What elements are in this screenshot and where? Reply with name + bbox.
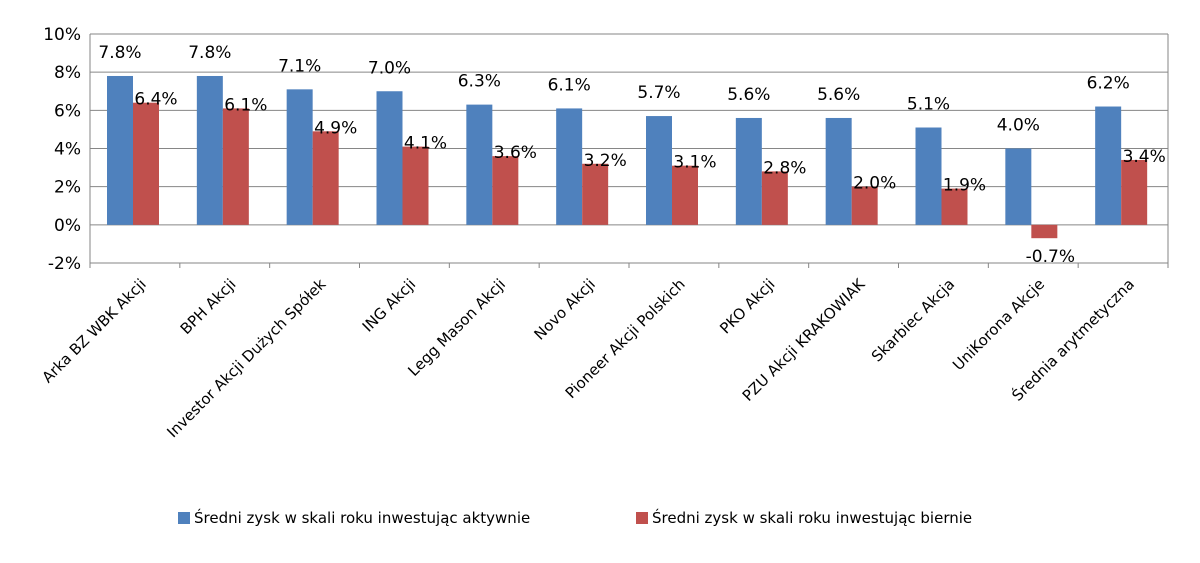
data-label-series1-7: 5.6% — [727, 85, 770, 105]
bar-series2-10 — [1031, 224, 1058, 239]
data-label-series2-3: 4.1% — [404, 134, 447, 154]
bar-series1-5 — [556, 108, 583, 225]
y-tick-label: -2% — [48, 254, 81, 274]
x-category-label: BPH Akcji — [177, 275, 240, 338]
bar-series2-4 — [492, 156, 519, 225]
bar-series1-2 — [286, 89, 313, 225]
x-category-label: Legg Mason Akcji — [404, 275, 509, 380]
legend: Średni zysk w skali roku inwestując akty… — [178, 508, 972, 527]
bar-series1-7 — [735, 117, 762, 225]
bar-series2-0 — [133, 102, 159, 225]
y-tick-label: 8% — [54, 63, 81, 83]
data-label-series2-1: 6.1% — [224, 95, 267, 115]
x-category-label: Novo Akcji — [530, 275, 598, 343]
bar-series1-11 — [1095, 106, 1122, 225]
data-label-series2-4: 3.6% — [494, 143, 537, 163]
data-label-series2-2: 4.9% — [314, 118, 357, 138]
data-label-series2-7: 2.8% — [763, 158, 806, 178]
bar-series1-6 — [646, 116, 672, 225]
x-category-label: Arka BZ WBK Akcji — [38, 275, 149, 386]
y-tick-label: 2% — [54, 178, 81, 198]
bar-series1-4 — [466, 104, 493, 225]
y-tick-label: 6% — [54, 101, 81, 121]
data-label-series2-11: 3.4% — [1123, 147, 1166, 167]
data-label-series2-6: 3.1% — [673, 153, 716, 173]
x-category-label: UniKorona Akcje — [949, 275, 1048, 374]
data-label-series2-0: 6.4% — [134, 90, 177, 110]
bar-series2-3 — [402, 146, 429, 225]
data-label-series1-8: 5.6% — [817, 85, 860, 105]
legend-swatch-series2 — [636, 512, 648, 524]
bar-series1-9 — [915, 127, 942, 225]
data-label-series2-10: -0.7% — [1026, 247, 1075, 267]
bar-series2-8 — [851, 186, 878, 225]
bar-series1-1 — [196, 75, 223, 225]
y-tick-label: 10% — [43, 25, 81, 45]
x-category-label: ING Akcji — [359, 275, 420, 336]
legend-swatch-series1 — [178, 512, 190, 524]
data-label-series1-1: 7.8% — [188, 43, 231, 63]
data-labels: 7.8% 7.8% 7.1% 7.0% 6.3% 6.1% 5.7% 5.6% 5.6% 5.1%… — [98, 43, 1165, 267]
data-label-series1-4: 6.3% — [458, 72, 501, 92]
data-label-series1-5: 6.1% — [548, 75, 591, 95]
bars — [107, 75, 1148, 239]
data-label-series2-5: 3.2% — [584, 151, 627, 171]
x-category-label: Investor Akcji Dużych Spółek — [163, 275, 329, 441]
bar-series1-3 — [376, 91, 403, 225]
x-category-label: Skarbiec Akcja — [868, 275, 958, 365]
data-label-series1-0: 7.8% — [98, 43, 141, 63]
bar-series1-0 — [107, 75, 133, 225]
bar-series2-6 — [672, 165, 698, 225]
bar-series1-8 — [825, 117, 852, 225]
data-label-series1-2: 7.1% — [278, 56, 321, 76]
bar-series2-1 — [222, 108, 249, 225]
legend-label-series2: Średni zysk w skali roku inwestując bier… — [652, 508, 972, 527]
data-label-series1-10: 4.0% — [997, 116, 1040, 136]
data-label-series1-9: 5.1% — [907, 95, 950, 115]
bar-series2-9 — [941, 188, 968, 225]
y-tick-label: 0% — [54, 216, 81, 236]
data-label-series1-11: 6.2% — [1087, 74, 1130, 94]
x-category-label: PKO Akcji — [716, 275, 778, 337]
bar-series2-5 — [582, 163, 609, 225]
gridlines — [90, 33, 1168, 264]
bar-series2-11 — [1121, 159, 1148, 225]
data-label-series1-3: 7.0% — [368, 58, 411, 78]
data-label-series2-9: 1.9% — [943, 176, 986, 196]
bar-series2-2 — [312, 131, 339, 225]
y-tick-label: 4% — [54, 140, 81, 160]
data-label-series2-8: 2.0% — [853, 174, 896, 194]
bar-series1-10 — [1005, 148, 1032, 225]
bar-series2-7 — [761, 171, 788, 225]
legend-label-series1: Średni zysk w skali roku inwestując akty… — [194, 508, 530, 527]
data-label-series1-6: 5.7% — [637, 83, 680, 103]
